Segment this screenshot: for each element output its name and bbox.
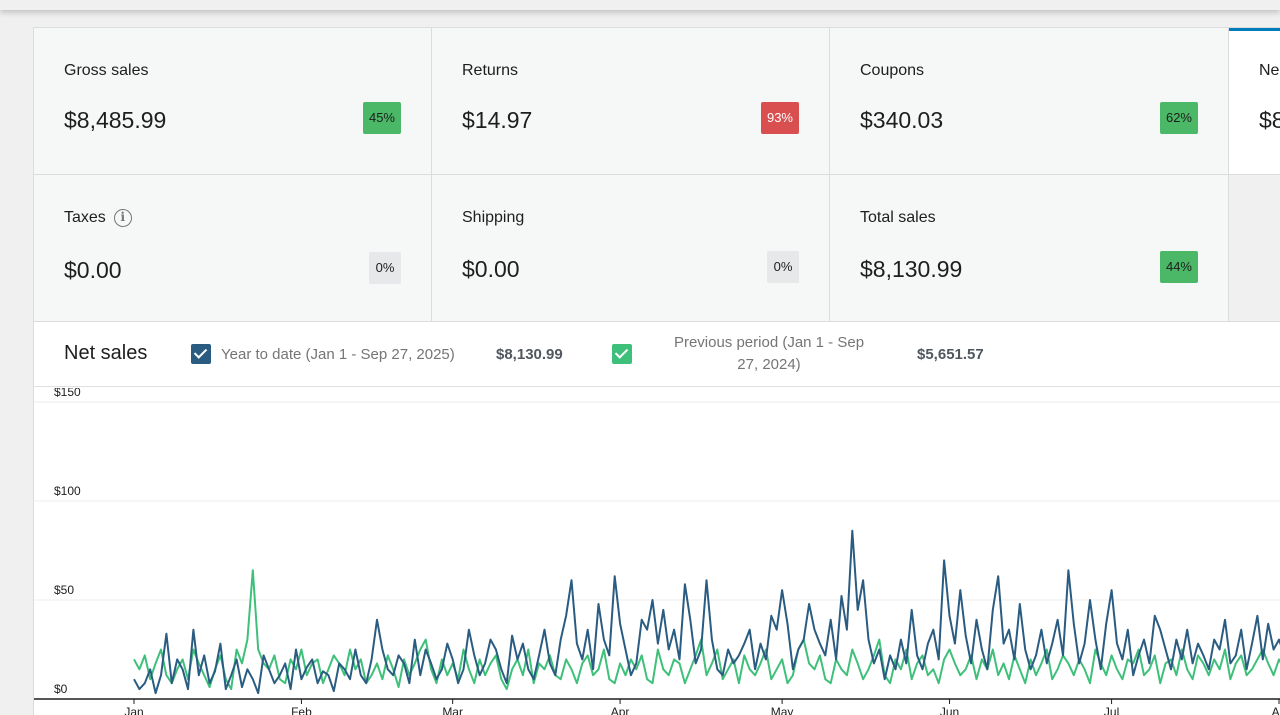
delta-badge: 44%: [1159, 251, 1198, 283]
y-tick-label: $0: [54, 682, 68, 696]
delta-badge: 62%: [1159, 102, 1198, 134]
card-value: $340.03: [860, 107, 944, 133]
x-tick-label: Feb: [291, 705, 312, 715]
card-value: $14.97: [462, 107, 533, 133]
x-tick-label: Jan: [124, 705, 143, 715]
card-label: Ne: [1259, 62, 1280, 79]
legend-label-line-2: 27, 2024): [737, 356, 801, 373]
delta-badge: 93%: [760, 102, 799, 134]
card-label: Coupons: [860, 62, 925, 79]
card-value: $8: [1259, 107, 1280, 133]
card-value: $8,130.99: [860, 256, 963, 282]
analytics-panel: Gross sales $8,485.99 45% Returns $14.97…: [33, 27, 1280, 715]
top-bar: [0, 0, 1280, 10]
x-tick-label: Jul: [1104, 705, 1119, 715]
delta-badge: 0%: [767, 251, 799, 283]
series-line-current: [133, 529, 1280, 695]
x-tick-label: May: [771, 705, 794, 715]
delta-badge: 0%: [369, 252, 401, 284]
x-tick-label: Apr: [611, 705, 630, 715]
x-tick-label: Jun: [940, 705, 959, 715]
info-icon[interactable]: i: [113, 209, 132, 227]
legend-current-period[interactable]: Year to date (Jan 1 - Sep 27, 2025): [191, 344, 455, 364]
card-value: $8,485.99: [64, 107, 167, 133]
card-net-sales[interactable]: Ne $8: [1229, 28, 1280, 175]
y-tick-label: $100: [54, 484, 81, 498]
card-label-text: Taxes: [64, 209, 106, 226]
checkbox-icon[interactable]: [191, 344, 211, 364]
legend-previous-period[interactable]: [612, 344, 632, 364]
checkbox-icon[interactable]: [612, 344, 632, 364]
card-label: Gross sales: [64, 62, 149, 79]
x-tick-label: Mar: [442, 705, 463, 715]
card-value: $0.00: [64, 257, 122, 283]
card-total-sales[interactable]: Total sales $8,130.99 44%: [830, 175, 1229, 322]
card-empty: [1229, 175, 1280, 322]
delta-badge: 45%: [362, 102, 401, 134]
x-tick-label: Au: [1272, 705, 1280, 715]
y-tick-label: $50: [54, 583, 74, 597]
chart-svg: $0 $50 $100 $150 Jan Feb Mar Apr May Jun Jul Au: [34, 388, 1280, 715]
legend-label: Year to date (Jan 1 - Sep 27, 2025): [221, 345, 455, 363]
y-tick-label: $150: [54, 388, 81, 399]
card-returns[interactable]: Returns $14.97 93%: [432, 28, 830, 175]
net-sales-chart: $0 $50 $100 $150 Jan Feb Mar Apr May Jun Jul Au: [34, 388, 1280, 715]
card-shipping[interactable]: Shipping $0.00 0%: [432, 175, 830, 322]
card-coupons[interactable]: Coupons $340.03 62%: [830, 28, 1229, 175]
legend-value: $8,130.99: [496, 346, 563, 363]
card-label: Total sales: [860, 209, 936, 226]
card-label: Shipping: [462, 209, 525, 226]
card-taxes[interactable]: Taxes i $0.00 0%: [34, 175, 432, 322]
card-label: Taxes i: [64, 209, 132, 227]
card-value: $0.00: [462, 256, 520, 282]
legend-label-line-1: Previous period (Jan 1 - Sep: [673, 334, 865, 351]
legend-label: Previous period (Jan 1 - Sep 27, 2024): [662, 332, 876, 376]
legend-value: $5,651.57: [917, 346, 984, 363]
chart-title: Net sales: [64, 342, 148, 364]
card-label: Returns: [462, 62, 519, 79]
chart-header: Net sales Year to date (Jan 1 - Sep 27, …: [34, 322, 1280, 387]
card-gross-sales[interactable]: Gross sales $8,485.99 45%: [34, 28, 432, 175]
